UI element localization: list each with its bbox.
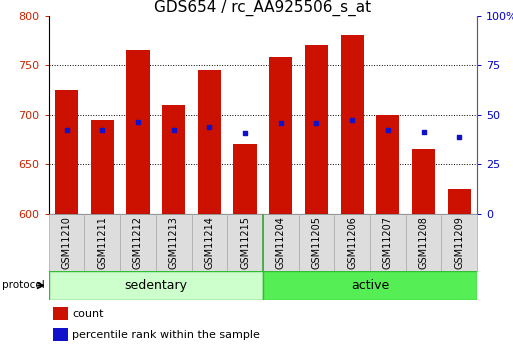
Point [312, 120, 321, 125]
Point [241, 130, 249, 135]
Text: sedentary: sedentary [124, 279, 187, 292]
Bar [233, 145, 256, 214]
Bar [126, 50, 150, 214]
Bar [341, 36, 364, 214]
Bar [55, 90, 78, 214]
Text: GSM11215: GSM11215 [240, 216, 250, 269]
Point [348, 117, 356, 122]
Bar [227, 214, 263, 271]
Text: GSM11213: GSM11213 [169, 216, 179, 269]
Text: GSM11206: GSM11206 [347, 216, 357, 269]
Point [170, 127, 178, 132]
Text: count: count [72, 309, 104, 318]
Bar [156, 214, 191, 271]
Bar [269, 57, 292, 214]
Point [420, 129, 428, 134]
Bar [91, 120, 114, 214]
Point [63, 127, 71, 132]
Bar [162, 105, 185, 214]
Text: GSM11211: GSM11211 [97, 216, 107, 269]
Bar [53, 328, 68, 342]
Point [455, 134, 463, 139]
Bar [299, 214, 334, 271]
Text: GSM11204: GSM11204 [276, 216, 286, 269]
Bar [334, 214, 370, 271]
Text: percentile rank within the sample: percentile rank within the sample [72, 330, 260, 340]
Bar [448, 189, 471, 214]
Bar [198, 70, 221, 214]
Bar [406, 214, 441, 271]
Point [205, 124, 213, 129]
Text: GSM11208: GSM11208 [419, 216, 428, 269]
Bar [85, 214, 120, 271]
Bar [412, 149, 435, 214]
Text: GSM11209: GSM11209 [454, 216, 464, 269]
Point [98, 127, 106, 132]
Bar [191, 214, 227, 271]
Bar [370, 214, 406, 271]
Bar [49, 271, 263, 300]
Text: active: active [351, 279, 389, 292]
Point [277, 120, 285, 125]
Text: GSM11210: GSM11210 [62, 216, 72, 269]
Bar [441, 214, 477, 271]
Bar [49, 214, 85, 271]
Bar [120, 214, 156, 271]
Bar [53, 307, 68, 320]
Bar [305, 45, 328, 214]
Bar [263, 214, 299, 271]
Point [384, 127, 392, 132]
Text: GSM11207: GSM11207 [383, 216, 393, 269]
Text: GSM11214: GSM11214 [204, 216, 214, 269]
Bar [376, 115, 400, 214]
Title: GDS654 / rc_AA925506_s_at: GDS654 / rc_AA925506_s_at [154, 0, 371, 16]
Text: GSM11205: GSM11205 [311, 216, 322, 269]
Point [134, 119, 142, 125]
Text: GSM11212: GSM11212 [133, 216, 143, 269]
Bar [263, 271, 477, 300]
Text: protocol: protocol [3, 280, 45, 290]
